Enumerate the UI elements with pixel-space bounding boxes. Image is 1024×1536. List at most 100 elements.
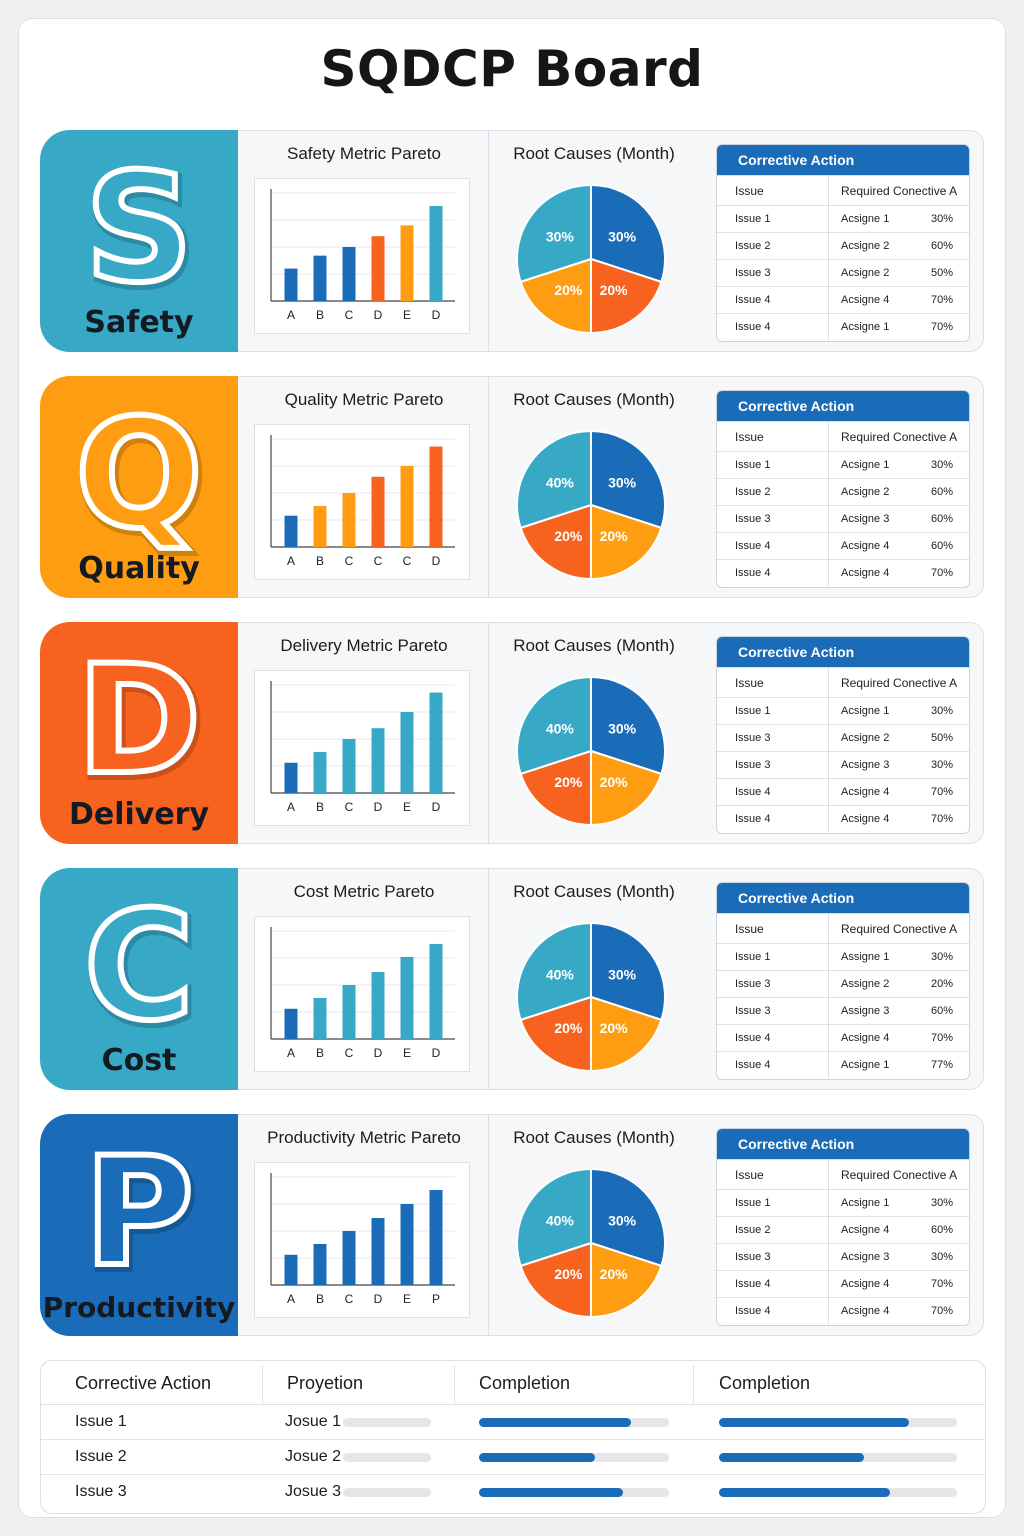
pie-label: 20% xyxy=(600,528,629,544)
pie-slice xyxy=(590,429,666,530)
pie-slice xyxy=(590,675,666,776)
pie-title: Root Causes (Month) xyxy=(513,636,675,655)
header-completion: Completion xyxy=(479,1373,571,1393)
letter-panel: Q Q Q Quality xyxy=(40,376,238,598)
letter-icon: D D D xyxy=(74,631,209,816)
percent-cell: 70% xyxy=(930,294,953,306)
issue-cell: Issue 1 xyxy=(717,698,829,724)
issue-cell: Issue 4 xyxy=(717,287,829,313)
bar xyxy=(313,751,327,793)
pie-label: 20% xyxy=(600,1266,629,1282)
pie-chart: 30% 20% 20% 40% xyxy=(514,428,668,582)
percent-cell: 70% xyxy=(930,1032,953,1044)
bar xyxy=(313,997,327,1039)
pie-title: Root Causes (Month) xyxy=(513,390,675,409)
pie-slice xyxy=(519,257,592,335)
pie-slice xyxy=(590,921,666,1022)
percent-cell: 60% xyxy=(930,540,953,552)
projection-progress-bar xyxy=(343,1453,431,1462)
pie-slice xyxy=(516,921,592,1022)
table-header-row: Issue Required Conective A xyxy=(717,421,969,451)
letter-icon: P P P xyxy=(81,1123,201,1308)
percent-cell: 30% xyxy=(930,213,953,225)
tick-label: D xyxy=(374,1046,383,1060)
tick-label: C xyxy=(374,554,383,568)
pie-slice xyxy=(590,183,666,284)
issue-cell: Issue 3 xyxy=(717,752,829,778)
pie-title: Root Causes (Month) xyxy=(513,1128,675,1147)
letter-panel: S S S Safety xyxy=(40,130,238,352)
projection-progress-bar xyxy=(343,1418,431,1427)
action-cell: Issue 3 xyxy=(75,1483,127,1500)
bar xyxy=(400,956,414,1039)
panel-divider xyxy=(488,130,489,352)
pie-slice xyxy=(519,503,592,581)
issue-cell: Issue 3 xyxy=(717,506,829,532)
svg-text:C: C xyxy=(84,880,194,1054)
pie-slice xyxy=(516,429,592,530)
percent-cell: 70% xyxy=(930,567,953,579)
issue-cell: Issue 1 xyxy=(717,452,829,478)
assignee-cell: Acsigne 3 xyxy=(841,513,890,525)
letter-panel: D D D Delivery xyxy=(40,622,238,844)
column-divider xyxy=(262,1365,263,1405)
percent-cell: 30% xyxy=(930,1251,953,1263)
table-row: Issue 4 Acsigne 4 60% xyxy=(717,532,969,559)
col-required: Required Conective A xyxy=(841,184,958,198)
assignee-cell: Acsigne 3 xyxy=(841,759,890,771)
issue-cell: Issue 3 xyxy=(717,1244,829,1270)
tick-label: A xyxy=(287,1292,295,1306)
corrective-action-table: Corrective Action Issue Required Conecti… xyxy=(716,144,970,342)
percent-cell: 70% xyxy=(930,786,953,798)
pie-chart: 30% 20% 20% 30% xyxy=(514,182,668,336)
tick-label: E xyxy=(403,1046,411,1060)
table-row: Issue 3 Acsigne 2 50% xyxy=(717,259,969,286)
bar xyxy=(371,236,385,301)
assignee-cell: Assigne 2 xyxy=(841,978,890,990)
table-row: Issue 4 Acsigne 4 70% xyxy=(717,286,969,313)
corrective-action-table: Corrective Action Issue Required Conecti… xyxy=(716,636,970,834)
bar xyxy=(371,972,385,1039)
pareto-title: Productivity Metric Pareto xyxy=(267,1128,461,1147)
pie-label: 30% xyxy=(546,228,575,244)
assignee-cell: Acsigne 2 xyxy=(841,486,890,498)
tick-label: D xyxy=(432,1046,441,1060)
percent-cell: 60% xyxy=(930,1224,953,1236)
table-row: Issue 3 Josue 3 xyxy=(41,1475,985,1510)
col-issue: Issue xyxy=(717,422,829,451)
tick-label: C xyxy=(345,1292,354,1306)
bar xyxy=(400,712,414,793)
table-header-row: Issue Required Conective A xyxy=(717,667,969,697)
assignee-cell: Acsigne 3 xyxy=(841,1251,890,1263)
pie-title: Root Causes (Month) xyxy=(513,144,675,163)
bar xyxy=(371,476,385,547)
corrective-action-header: Corrective Action xyxy=(717,145,969,175)
pie-label: 40% xyxy=(546,966,575,982)
letter-icon: S S S xyxy=(82,139,200,324)
section-label: Productivity xyxy=(42,1291,236,1324)
tick-label: D xyxy=(374,308,383,322)
bar xyxy=(342,1231,356,1285)
tick-label: C xyxy=(403,554,412,568)
issue-cell: Issue 2 xyxy=(717,233,829,259)
issue-cell: Issue 4 xyxy=(717,1025,829,1051)
bar xyxy=(342,985,356,1039)
table-row: Issue 2 Acsigne 2 60% xyxy=(717,232,969,259)
assignee-cell: Acsigne 1 xyxy=(841,213,890,225)
tick-label: D xyxy=(432,800,441,814)
tick-label: E xyxy=(403,800,411,814)
section-label: Safety xyxy=(84,305,194,340)
assignee-cell: Assigne 1 xyxy=(841,951,890,963)
percent-cell: 60% xyxy=(930,1005,953,1017)
completion-progress-bar-2 xyxy=(719,1488,957,1497)
svg-text:Q: Q xyxy=(75,388,203,562)
pie-label: 20% xyxy=(554,528,583,544)
pie-slice xyxy=(590,995,663,1073)
pie-label: 20% xyxy=(554,282,583,298)
letter-panel: P P P Productivity xyxy=(40,1114,238,1336)
pie-label: 20% xyxy=(554,774,583,790)
issue-cell: Issue 4 xyxy=(717,1271,829,1297)
assignee-cell: Assigne 3 xyxy=(841,1005,890,1017)
page-title: SQDCP Board xyxy=(320,40,704,98)
section-label: Cost xyxy=(101,1043,177,1078)
